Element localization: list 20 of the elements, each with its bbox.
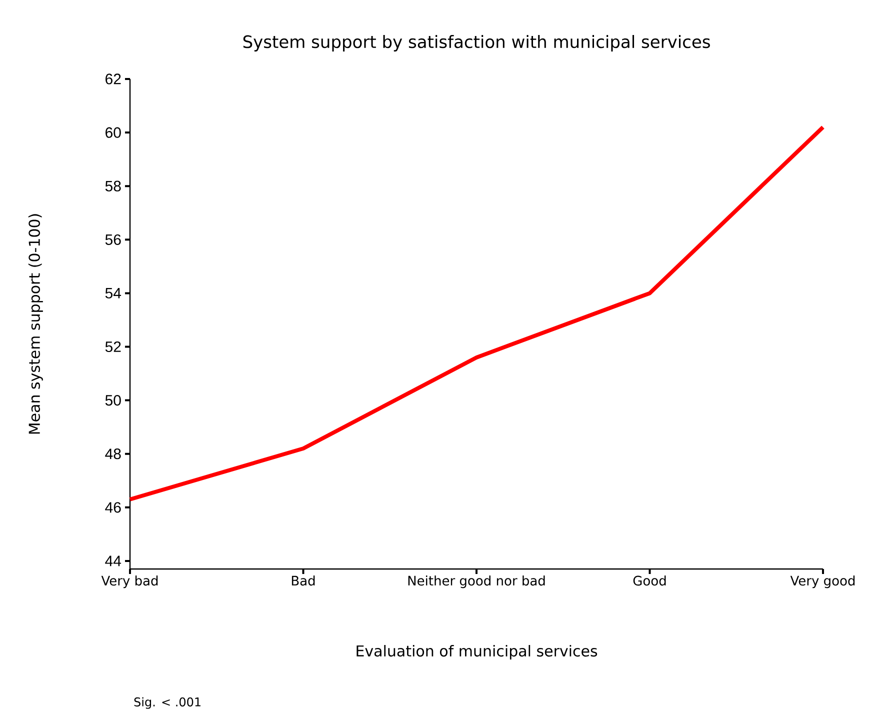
y-tick-label: 44 — [105, 556, 122, 566]
y-tick-label: 52 — [105, 341, 121, 352]
y-tick-label: 54 — [105, 288, 122, 298]
x-tick-label: Very bad — [101, 576, 158, 588]
y-axis-title: Mean system support (0-100) — [28, 214, 43, 434]
y-tick-label: 50 — [105, 394, 121, 406]
y-tick-label: 48 — [105, 448, 121, 460]
line-series — [128, 125, 826, 502]
y-tick-label: 46 — [105, 502, 121, 513]
x-tick-label: Very good — [790, 576, 855, 588]
y-tick-label: 58 — [105, 180, 121, 192]
y-tick-label: 56 — [105, 234, 121, 245]
x-tick-label: Neither good nor bad — [408, 576, 545, 588]
x-tick-label: Good — [633, 576, 666, 586]
x-tick-label: Bad — [292, 576, 315, 586]
y-tick-label: 62 — [106, 74, 121, 84]
chart-title: System support by satisfaction with municipal services — [243, 35, 710, 52]
y-tick-label: 60 — [106, 127, 121, 138]
text: Sig. < .001 — [134, 697, 200, 709]
x-axis-title: Evaluation of municipal services — [356, 644, 598, 660]
